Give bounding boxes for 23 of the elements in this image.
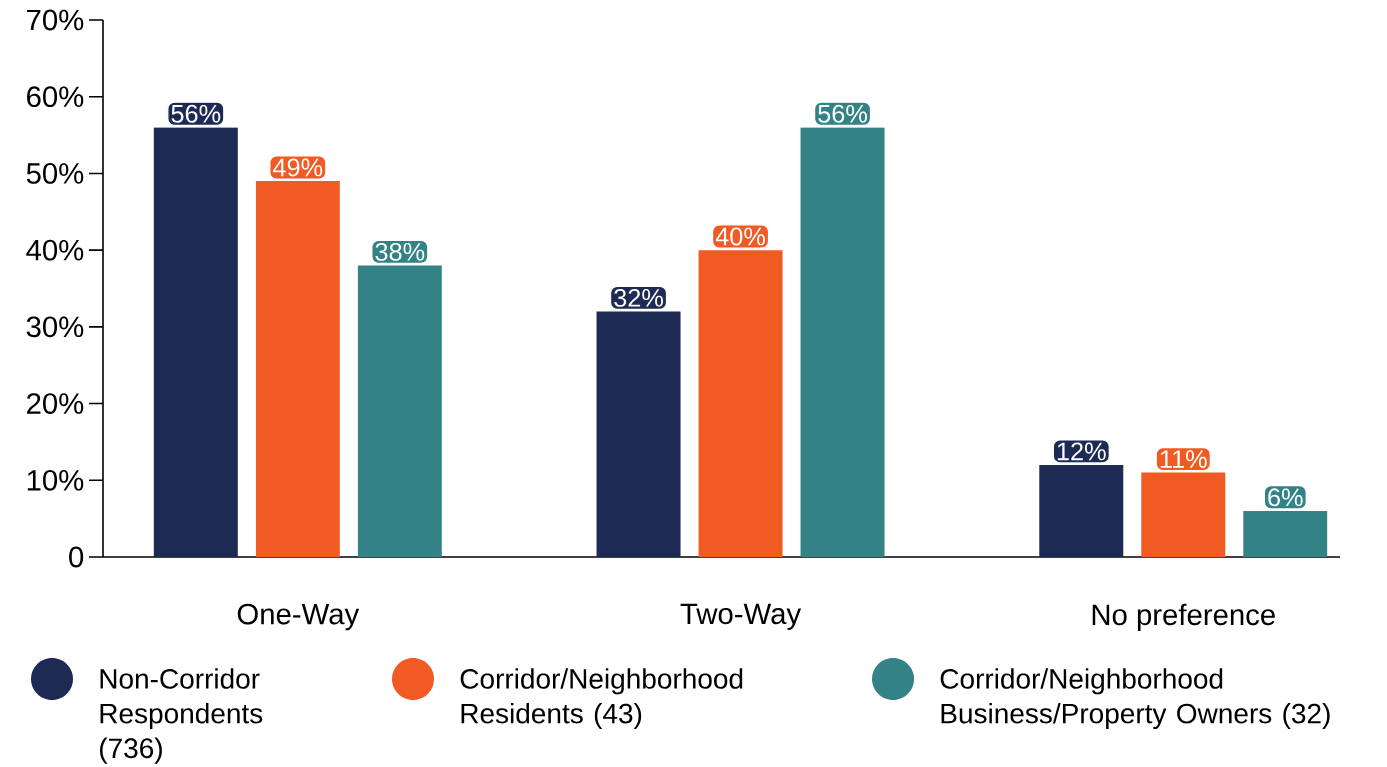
data-label: 11% [1160, 450, 1207, 468]
data-label: 32% [614, 288, 663, 307]
legend-label: Corridor/Neighborhood Business/Property Owners (32) [940, 668, 1330, 730]
x-tick-label: One-Way [237, 603, 360, 631]
data-label: 38% [375, 242, 425, 261]
y-tick-label: 10% [27, 469, 84, 491]
x-tick-label: No preference [1092, 603, 1275, 632]
x-tick-label: Two-Way [680, 603, 802, 630]
y-tick-label: 20% [27, 393, 84, 414]
data-label: 56% [171, 104, 221, 123]
y-tick-label: 70% [27, 9, 84, 31]
y-tick-label: 0 [69, 546, 84, 568]
y-tick-label: 40% [26, 239, 84, 261]
y-tick-label: 50% [26, 163, 84, 184]
data-label: 56% [818, 104, 867, 123]
legend-label: Non-Corridor Respondents (736) [100, 668, 263, 764]
data-label: 12% [1057, 442, 1106, 461]
data-label: 40% [715, 227, 765, 246]
data-label: 49% [273, 158, 323, 177]
y-tick-label: 60% [27, 86, 84, 108]
legend-label: Corridor/Neighborhood Residents (43) [460, 668, 743, 730]
data-label: 6% [1268, 488, 1303, 507]
y-tick-label: 30% [26, 316, 84, 338]
